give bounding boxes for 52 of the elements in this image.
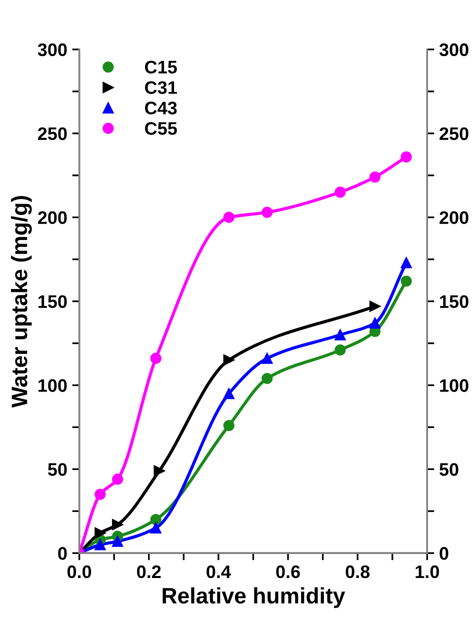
y2-tick-label: 200 [440,211,468,224]
point [112,536,124,547]
legend-label: C55 [145,122,177,135]
point [400,257,412,268]
y2-tick-label: 250 [440,127,468,140]
y-tick-label: 250 [38,127,67,140]
y2-tick-label: 150 [440,295,468,308]
point [94,539,106,550]
point [150,522,162,534]
y2-tick-label: 0 [440,547,448,560]
y-tick-label: 100 [38,379,67,392]
point [150,514,162,526]
y-tick-label: 0 [58,547,67,560]
point [334,344,346,356]
point [94,488,106,500]
x-tick-label: 0.4 [206,565,231,578]
point [223,212,234,223]
x-tick-label: 1.0 [416,565,439,578]
point [334,186,346,198]
point [400,151,412,162]
y2-tick-label: 100 [440,379,468,392]
legend-label: C31 [145,81,177,94]
point [262,206,273,218]
point [369,318,381,329]
point [223,354,234,366]
point [334,329,346,340]
point [400,276,412,287]
y-tick-label: 200 [38,211,67,224]
y2-tick-label: 300 [439,43,468,56]
point [112,474,124,485]
point [262,372,273,384]
x-tick-label: 0.6 [276,565,300,578]
point [223,420,234,432]
point [369,171,381,183]
y2-tick-label: 50 [440,463,458,476]
x-tick-label: 0.0 [67,565,92,578]
x-axis-title: Relative humidity [162,587,346,608]
point [223,388,234,400]
point [94,527,106,539]
x-tick-label: 0.2 [137,565,161,578]
point [150,352,162,364]
y-tick-label: 300 [38,43,67,56]
legend-label: C43 [145,102,177,114]
y-tick-label: 150 [38,295,67,308]
x-tick-label: 0.8 [346,565,370,578]
point [112,519,124,530]
point [154,465,165,476]
y-axis-title: Water uptake (mg/g) [11,196,32,408]
point [262,352,273,364]
point [369,300,381,312]
y-tick-label: 50 [48,463,67,476]
legend-label: C15 [145,60,177,74]
